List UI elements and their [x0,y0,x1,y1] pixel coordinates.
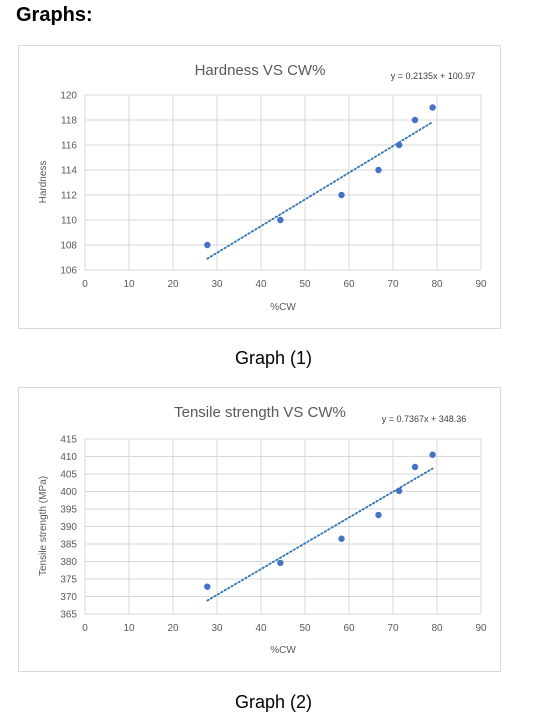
y-tick-label: 410 [60,452,77,463]
trendline [206,121,434,260]
data-point [338,191,345,199]
x-tick-label: 80 [431,623,443,634]
y-tick-label: 380 [60,557,77,568]
x-tick-label: 40 [255,279,267,290]
graph-1-caption: Graph (1) [234,348,313,368]
y-tick-label: 400 [60,487,77,498]
data-point [338,535,345,542]
data-point [277,559,284,567]
x-tick-label: 0 [82,279,88,290]
graph-2-caption: Graph (2) [234,692,313,712]
x-tick-label: 10 [123,623,135,634]
data-point [395,487,403,494]
x-tick-label: 20 [167,623,179,634]
y-axis-label: Hardness [38,161,49,204]
chart-svg: 106 108 110 112 114 116 118 120 0 10 20 30 40 50 60 70 8… [38,62,487,313]
data-point [204,583,211,590]
x-tick-label: 20 [167,279,179,290]
y-tick-label: 116 [61,141,77,152]
x-tick-label: 30 [211,279,223,290]
chart-title: Tensile strength VS CW% [174,404,346,421]
x-tick-label: 60 [343,623,355,634]
y-tick-label: 365 [60,610,77,621]
y-tick-label: 120 [60,91,77,102]
trendline [206,467,434,602]
data-point [429,451,436,458]
chart-title: Hardness VS CW% [195,62,326,79]
data-point [277,216,284,224]
y-tick-label: 118 [61,116,77,127]
y-tick-label: 375 [60,575,77,586]
y-tick-label: 110 [61,216,77,227]
x-tick-label: 70 [387,279,399,290]
x-tick-label: 90 [475,623,487,634]
y-tick-label: 370 [60,592,77,603]
y-tick-label: 106 [60,266,77,277]
x-tick-label: 60 [343,279,355,290]
y-tick-label: 415 [60,435,77,446]
x-tick-label: 50 [299,279,311,290]
x-axis-label: %CW [270,645,296,656]
x-axis-label: %CW [270,302,296,313]
hardness-chart: 106 108 110 112 114 116 118 120 0 10 20 30 40 50 60 70 8… [18,45,501,329]
x-tick-label: 0 [82,623,88,634]
x-tick-label: 40 [255,623,267,634]
y-tick-label: 390 [60,522,77,533]
y-tick-label: 385 [60,540,77,551]
data-point [429,104,436,111]
x-tick-label: 70 [387,623,399,634]
chart-svg: 365 370 375 380 385 390 395 400 405 410 415 0 10 20 30… [38,404,487,656]
y-axis-label: Tensile strength (MPa) [38,476,49,576]
y-tick-label: 395 [60,505,77,516]
trendline-equation: y = 0.7367x + 348.36 [382,414,467,424]
x-tick-label: 30 [211,623,223,634]
y-tick-label: 112 [61,191,77,202]
y-tick-label: 108 [60,241,77,252]
x-tick-label: 50 [299,623,311,634]
data-point [411,116,419,124]
data-point [411,463,419,471]
data-point [375,511,382,519]
data-point [204,241,211,249]
x-tick-label: 10 [123,279,135,290]
data-point [395,141,403,149]
tensile-strength-chart: 365 370 375 380 385 390 395 400 405 410 415 0 10 20 30… [18,387,501,672]
x-tick-label: 90 [475,279,487,290]
trendline-equation: y = 0.2135x + 100.97 [391,71,476,81]
page-heading: Graphs: [16,4,93,26]
data-point [375,166,382,174]
y-tick-label: 114 [61,166,77,177]
x-tick-label: 80 [431,279,443,290]
y-tick-label: 405 [60,470,77,481]
